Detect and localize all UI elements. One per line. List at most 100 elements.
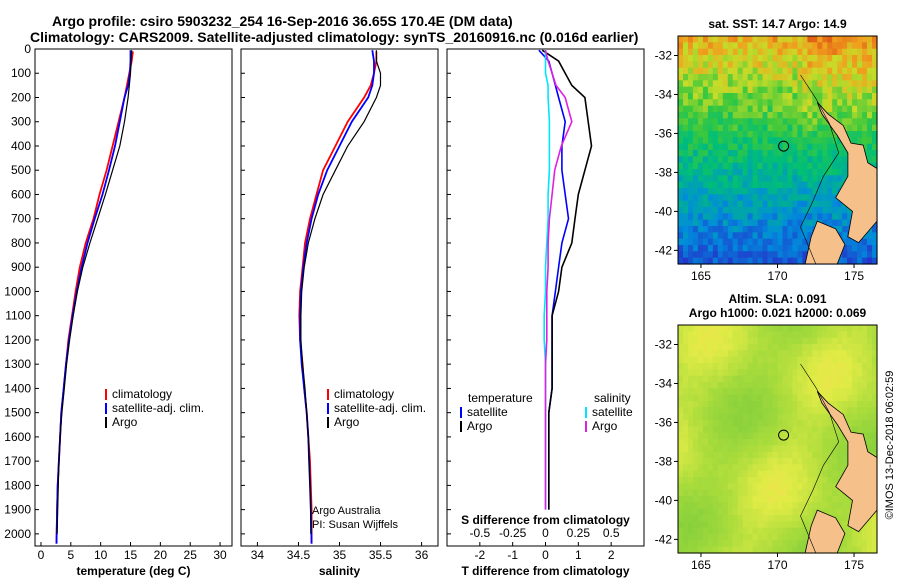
- map-cell: [722, 181, 729, 189]
- map-cell: [772, 131, 779, 138]
- map-cell: [772, 477, 779, 484]
- map-cell: [717, 251, 724, 259]
- map-cell: [683, 401, 689, 408]
- map-cell: [678, 496, 684, 503]
- map-cell: [742, 420, 749, 427]
- map-cell: [837, 86, 843, 94]
- map-cell: [787, 137, 794, 145]
- map-cell: [867, 375, 873, 383]
- map-cell: [767, 86, 774, 94]
- map-cell: [752, 420, 759, 427]
- map-cell: [712, 470, 719, 478]
- map-cell: [683, 489, 689, 497]
- map-cell: [692, 451, 699, 459]
- map-cell: [832, 369, 838, 377]
- map-cell: [692, 350, 699, 358]
- map-cell: [812, 325, 818, 332]
- map-cell: [707, 80, 714, 88]
- map-cell: [792, 238, 798, 246]
- map-cell: [702, 74, 709, 81]
- map-cell: [772, 200, 779, 208]
- map-cell: [717, 105, 724, 113]
- legend-label: satellite-adj. clim.: [334, 401, 426, 415]
- map-cell: [812, 363, 818, 370]
- map-cell: [737, 401, 744, 408]
- map-cell: [802, 407, 808, 415]
- map-cell: [832, 439, 838, 446]
- map-cell: [867, 93, 873, 100]
- legend-label: satellite: [592, 405, 633, 419]
- map-cell: [762, 162, 769, 170]
- map-cell: [678, 131, 684, 138]
- map-cell: [762, 67, 769, 75]
- map-cell: [827, 74, 833, 81]
- map-cell: [862, 413, 868, 421]
- map-cell: [678, 194, 684, 202]
- map-cell: [807, 502, 813, 510]
- map-cell: [782, 238, 789, 246]
- map-cell: [822, 388, 828, 396]
- map-cell: [817, 489, 823, 497]
- depth-tick-label: 1600: [4, 430, 31, 444]
- map-cell: [832, 337, 838, 345]
- map-cell: [797, 458, 803, 465]
- map-cell: [722, 350, 729, 358]
- map-cell: [832, 93, 838, 100]
- map-cell: [727, 508, 734, 516]
- map-cell: [867, 413, 873, 421]
- map-cell: [782, 489, 789, 497]
- map-cell: [822, 169, 828, 176]
- legend-label: climatology: [334, 387, 394, 401]
- map-cell: [707, 188, 714, 195]
- map-cell: [792, 375, 798, 383]
- map-cell: [678, 521, 684, 529]
- map-cell: [717, 131, 724, 138]
- map-cell: [688, 36, 694, 43]
- map-cell: [732, 413, 739, 421]
- map-cell: [777, 432, 784, 440]
- map-cell: [732, 508, 739, 516]
- map-cell: [857, 93, 863, 100]
- map-cell: [712, 194, 719, 202]
- map-cell: [807, 105, 813, 113]
- map-cell: [707, 226, 714, 233]
- map-cell: [737, 188, 744, 195]
- map-cell: [787, 477, 794, 484]
- map-cell: [792, 413, 798, 421]
- map-cell: [678, 99, 684, 107]
- map-cell: [842, 363, 848, 370]
- map-cell: [678, 143, 684, 151]
- map-cell: [683, 458, 689, 465]
- map-cell: [762, 156, 769, 164]
- map-cell: [757, 232, 764, 240]
- map-cell: [852, 527, 858, 535]
- map-cell: [797, 401, 803, 408]
- map-cell: [678, 124, 684, 132]
- map-cell: [797, 496, 803, 503]
- map-cell: [837, 388, 843, 396]
- map-cell: [767, 219, 774, 227]
- map-cell: [702, 432, 709, 440]
- map-cell: [852, 369, 858, 377]
- map-cell: [772, 238, 779, 246]
- map-cell: [827, 337, 833, 345]
- map-cell: [842, 496, 848, 503]
- map-cell: [702, 257, 709, 265]
- map-cell: [767, 169, 774, 176]
- map-cell: [678, 477, 684, 484]
- map-cell: [822, 93, 828, 100]
- map-cell: [842, 394, 848, 402]
- map-cell: [792, 489, 798, 497]
- map-cell: [712, 131, 719, 138]
- map-cell: [872, 226, 878, 233]
- map-cell: [707, 74, 714, 81]
- map-cell: [727, 200, 734, 208]
- map-cell: [842, 515, 848, 522]
- map-cell: [712, 394, 719, 402]
- map-cell: [852, 356, 858, 364]
- map-cell: [678, 219, 684, 227]
- map-cell: [792, 213, 798, 221]
- map-cell: [678, 175, 684, 183]
- map-cell: [847, 407, 853, 415]
- map-cell: [717, 162, 724, 170]
